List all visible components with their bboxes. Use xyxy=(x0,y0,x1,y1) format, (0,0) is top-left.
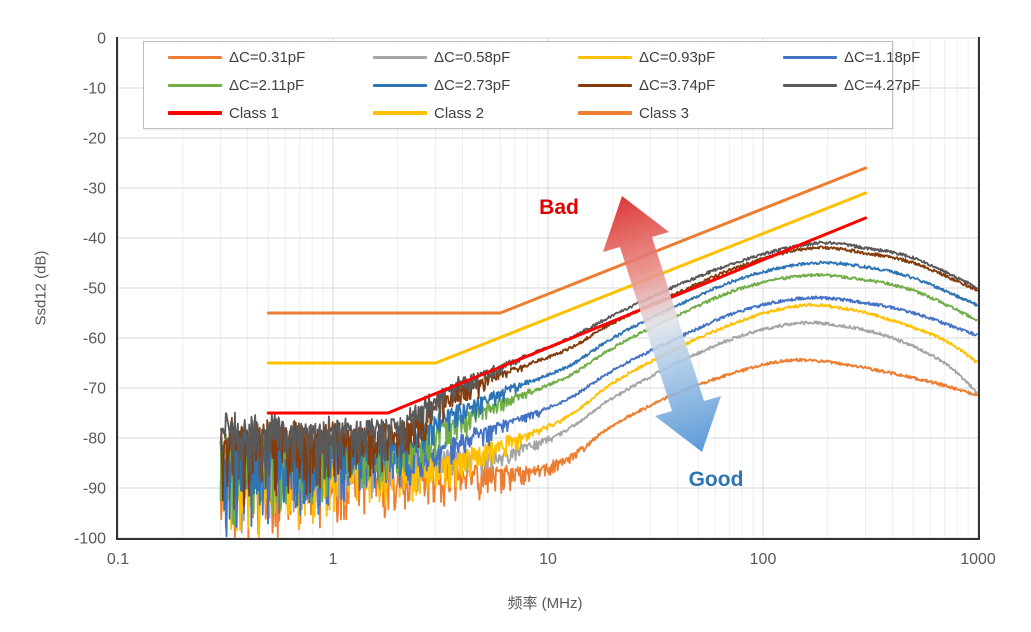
legend-label: ΔC=0.31pF xyxy=(229,48,306,66)
y-axis-title: Ssd12 (dB) xyxy=(32,250,50,326)
bad-good-gradient-arrow xyxy=(603,196,721,452)
legend-swatch xyxy=(168,111,222,115)
legend-label: ΔC=2.73pF xyxy=(434,76,511,94)
y-tick-label: -60 xyxy=(83,331,106,348)
series-c-2-11pf xyxy=(219,272,978,527)
x-tick-label: 10 xyxy=(539,551,557,568)
legend-item-c-2-11pf: ΔC=2.11pF xyxy=(168,78,373,93)
legend-label: ΔC=0.93pF xyxy=(639,48,716,66)
legend-label: Class 1 xyxy=(229,104,280,122)
legend-label: ΔC=0.58pF xyxy=(434,48,511,66)
series-c-0-31pf xyxy=(219,357,978,538)
legend-swatch xyxy=(578,83,632,87)
y-tick-label: -10 xyxy=(83,81,106,98)
y-tick-label: 0 xyxy=(97,31,106,48)
legend-item-c-3-74pf: ΔC=3.74pF xyxy=(578,78,783,93)
x-tick-label: 100 xyxy=(750,551,777,568)
legend-label: Class 3 xyxy=(639,104,690,122)
series-c-4-27pf xyxy=(219,240,978,511)
legend-swatch xyxy=(373,111,427,115)
y-tick-label: -20 xyxy=(83,131,106,148)
y-tick-label: -40 xyxy=(83,231,106,248)
x-tick-label: 0.1 xyxy=(107,551,129,568)
y-tick-label: -100 xyxy=(74,531,106,548)
legend-label: ΔC=3.74pF xyxy=(639,76,716,94)
legend-item-c-1-18pf: ΔC=1.18pF xyxy=(783,50,920,65)
legend-item-c-0-58pf: ΔC=0.58pF xyxy=(373,50,578,65)
legend-swatch xyxy=(373,83,427,87)
y-tick-label: -30 xyxy=(83,181,106,198)
x-axis-title: 频率 (MHz) xyxy=(507,595,583,612)
legend-swatch xyxy=(168,55,222,59)
bad-annotation-label: Bad xyxy=(539,196,579,219)
legend-label: ΔC=2.11pF xyxy=(229,76,305,94)
series-c-2-73pf xyxy=(219,260,978,527)
annotation-layer: Bad Good xyxy=(539,196,743,491)
class-limit-layer xyxy=(266,166,868,415)
good-annotation-label: Good xyxy=(689,468,744,491)
legend-item-class-1: Class 1 xyxy=(168,106,373,121)
legend-item-c-4-27pf: ΔC=4.27pF xyxy=(783,78,920,93)
legend-label: Class 2 xyxy=(434,104,485,122)
y-tick-label: -80 xyxy=(83,431,106,448)
x-tick-label: 1 xyxy=(329,551,338,568)
legend-label: ΔC=1.18pF xyxy=(844,48,921,66)
limit-class-3 xyxy=(266,166,868,315)
legend-item-class-2: Class 2 xyxy=(373,106,578,121)
y-tick-label: -50 xyxy=(83,281,106,298)
axis-layer: 0 -10 -20 -30 -40 -50 -60 -70 -80 -90 -1000.1 1 10 10… xyxy=(74,31,996,569)
y-tick-label: -70 xyxy=(83,381,106,398)
legend-swatch xyxy=(783,55,837,59)
legend-swatch xyxy=(783,83,837,87)
legend-item-c-2-73pf: ΔC=2.73pF xyxy=(373,78,578,93)
legend-swatch xyxy=(578,55,632,59)
limit-class-1 xyxy=(266,216,868,415)
legend-swatch xyxy=(578,111,632,115)
legend-swatch xyxy=(373,55,427,59)
measured-series-layer xyxy=(219,240,978,538)
x-tick-label: 1000 xyxy=(960,551,996,568)
legend: ΔC=0.31pF ΔC=0.58pF ΔC=0.93pF ΔC=1.18pF ΔC=2… xyxy=(143,41,920,129)
y-tick-label: -90 xyxy=(83,481,106,498)
series-c-0-93pf xyxy=(219,302,978,538)
legend-swatch xyxy=(168,83,222,87)
limit-class-2 xyxy=(266,191,868,365)
legend-item-c-0-93pf: ΔC=0.93pF xyxy=(578,50,783,65)
legend-item-c-0-31pf: ΔC=0.31pF xyxy=(168,50,373,65)
legend-label: ΔC=4.27pF xyxy=(844,76,921,94)
legend-item-class-3: Class 3 xyxy=(578,106,783,121)
